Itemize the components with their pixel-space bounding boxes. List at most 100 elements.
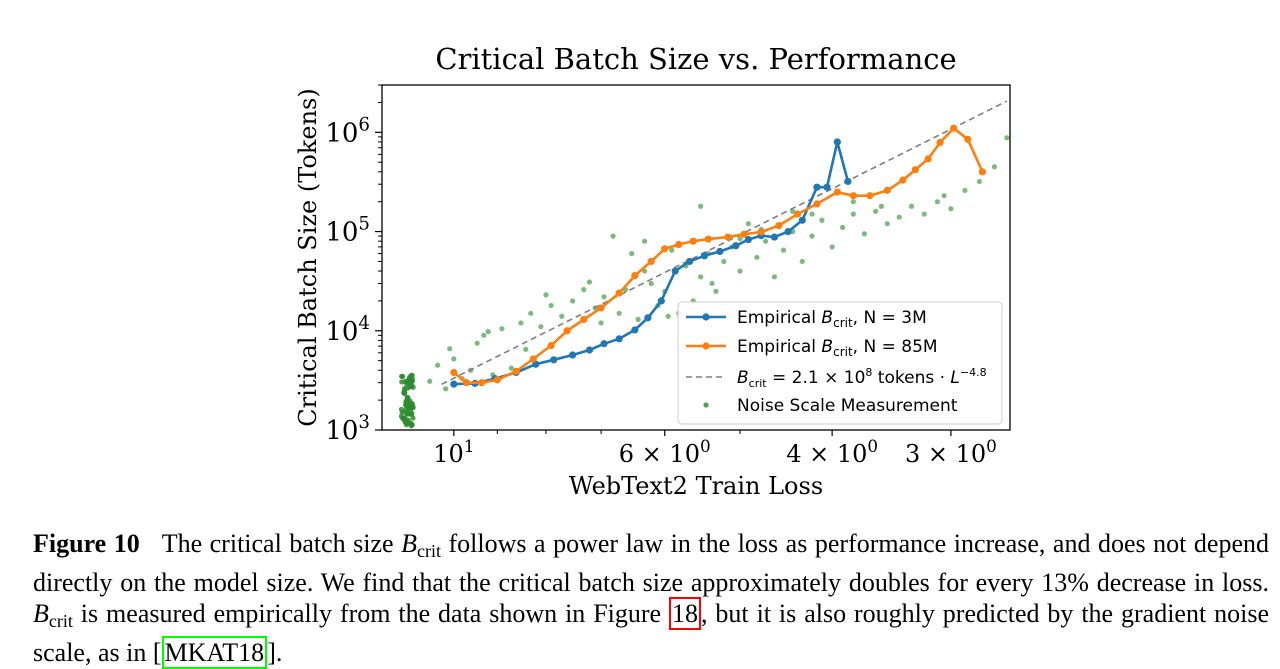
empirical-3m-marker	[833, 138, 841, 146]
empirical-85m-marker	[512, 367, 520, 375]
plot-area	[398, 100, 1010, 429]
noise-scale-point	[581, 287, 587, 293]
empirical-85m-marker	[775, 221, 783, 230]
noise-scale-point	[538, 324, 544, 330]
caption-text-5: , but it is also roughly predicted by th…	[33, 599, 1269, 667]
caption-text-6: ].	[267, 638, 283, 667]
empirical-3m-marker	[585, 346, 594, 354]
noise-scale-point	[635, 316, 641, 323]
empirical-85m-marker	[563, 327, 571, 335]
x-tick-label: 101	[433, 436, 474, 468]
caption-percent: 13%	[1041, 568, 1089, 597]
noise-scale-point	[528, 310, 534, 316]
chart-svg: 103 104 105 106 101 6 × 100 4 × 100 3 × 100 Crit…	[294, 42, 1011, 500]
figure-reference-link[interactable]: 18	[669, 597, 702, 630]
empirical-85m-marker	[580, 315, 588, 324]
empirical-3m-marker	[671, 267, 679, 275]
noise-scale-point	[523, 346, 529, 352]
empirical-3m-marker	[844, 177, 852, 186]
empirical-85m-marker	[813, 200, 821, 208]
y-tick-label: 105	[325, 214, 370, 248]
noise-scale-point	[485, 329, 491, 335]
noise-scale-point	[941, 193, 947, 199]
noise-scale-point	[443, 386, 449, 392]
noise-scale-point	[790, 208, 796, 214]
citation-link[interactable]: MKAT18	[161, 636, 268, 669]
empirical-3m-marker	[450, 380, 458, 388]
empirical-85m-marker	[704, 235, 712, 243]
noise-scale-point	[799, 258, 805, 265]
caption-text-4: is measured empirically from the data sh…	[72, 599, 670, 628]
x-tick-label: 3 × 100	[905, 436, 997, 468]
noise-scale-cluster-point	[410, 415, 416, 421]
noise-scale-cluster-point	[405, 417, 411, 423]
empirical-3m-marker	[732, 242, 740, 250]
empirical-3m-marker	[823, 183, 831, 191]
noise-scale-point	[698, 203, 704, 209]
noise-scale-point	[745, 221, 751, 227]
chart-figure: 103 104 105 106 101 6 × 100 4 × 100 3 × 100 Crit…	[294, 42, 1011, 500]
noise-scale-point	[616, 310, 622, 316]
noise-scale-point	[447, 346, 453, 352]
noise-scale-point	[809, 211, 815, 217]
empirical-85m-marker	[689, 237, 697, 245]
legend-box	[677, 301, 1003, 425]
empirical-85m-marker	[936, 138, 944, 147]
noise-scale-point	[948, 206, 954, 212]
noise-scale-point	[451, 356, 457, 362]
noise-scale-cluster-point	[405, 385, 411, 391]
noise-scale-point	[610, 233, 616, 239]
noise-scale-point	[474, 340, 480, 346]
empirical-3m-marker	[716, 247, 724, 256]
empirical-85m-marker	[724, 233, 732, 241]
noise-scale-point	[508, 365, 514, 371]
noise-scale-point	[586, 279, 593, 285]
y-tick-label: 106	[325, 114, 370, 148]
empirical-85m-marker	[547, 341, 555, 350]
noise-scale-point	[850, 211, 856, 217]
figure-caption: Figure 10 The critical batch size Bcrit f…	[33, 528, 1269, 669]
empirical-85m-marker	[631, 271, 639, 280]
noise-scale-point	[559, 313, 565, 319]
empirical-3m-marker	[550, 356, 558, 364]
noise-scale-point	[737, 235, 743, 242]
empirical-85m-marker	[911, 166, 919, 174]
legend-label-85m: Empirical Bcrit, N = 85M	[737, 337, 938, 359]
empirical-85m-marker	[597, 304, 605, 312]
noise-scale-point	[709, 280, 715, 287]
noise-scale-point	[934, 199, 940, 205]
empirical-85m-marker	[462, 379, 470, 387]
empirical-3m-marker	[700, 252, 709, 260]
empirical-85m-marker	[793, 210, 802, 218]
y-axis-label: Critical Batch Size (Tokens)	[294, 88, 322, 426]
noise-scale-point	[601, 294, 607, 300]
noise-scale-point	[991, 164, 998, 170]
noise-scale-point	[754, 254, 760, 260]
empirical-85m-marker	[529, 355, 537, 363]
noise-scale-point	[921, 211, 927, 217]
legend-marker-noise	[703, 402, 709, 408]
noise-scale-point	[908, 203, 915, 209]
noise-scale-point	[598, 320, 604, 326]
empirical-85m-marker	[493, 376, 501, 384]
power-law-fit-line	[441, 100, 1008, 386]
noise-scale-cluster-point	[400, 373, 406, 380]
noise-scale-point	[665, 313, 671, 319]
empirical-3m-marker	[615, 335, 623, 343]
empirical-85m-marker	[833, 188, 841, 196]
noise-scale-point	[809, 233, 815, 239]
caption-bcrit-1: Bcrit	[401, 529, 441, 561]
noise-scale-cluster-point	[409, 378, 415, 384]
noise-scale-point	[861, 231, 867, 237]
noise-scale-cluster-point	[403, 380, 410, 387]
x-axis-label: WebText2 Train Loss	[569, 472, 823, 500]
empirical-85m-marker	[978, 168, 986, 176]
caption-bcrit-2: Bcrit	[33, 599, 73, 631]
legend-marker-85m	[702, 342, 710, 350]
noise-scale-point	[962, 187, 968, 193]
empirical-85m-line	[452, 126, 984, 385]
noise-scale-point	[1004, 135, 1010, 141]
noise-scale-point	[481, 332, 487, 338]
empirical-85m-marker	[950, 124, 958, 132]
y-tick-label: 104	[325, 313, 370, 347]
